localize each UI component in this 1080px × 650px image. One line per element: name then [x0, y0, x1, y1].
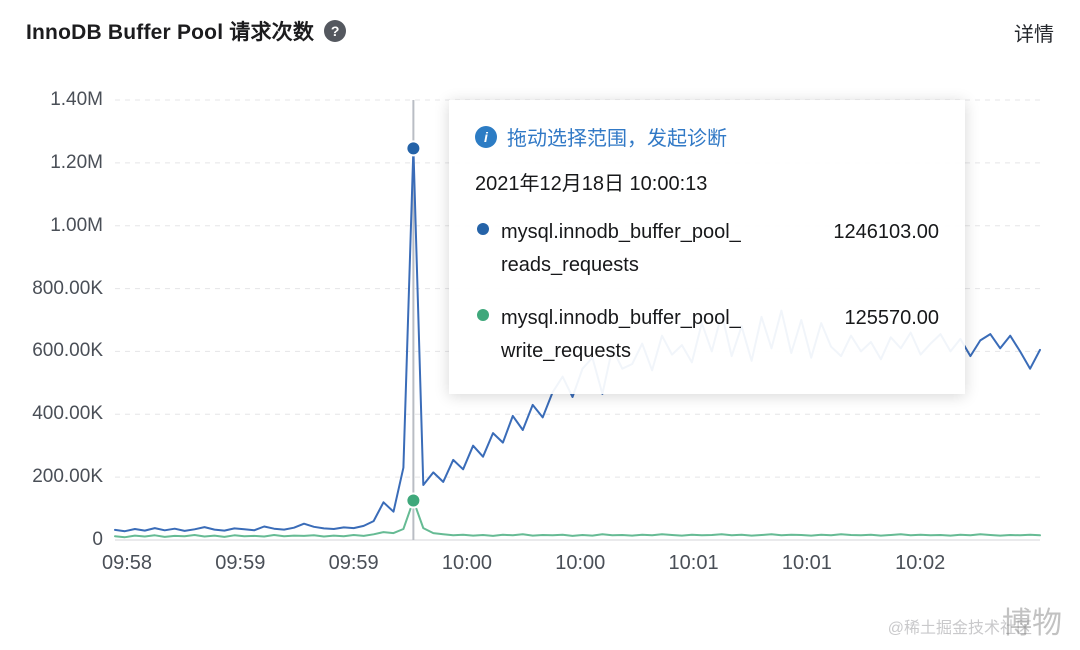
- y-tick-label: 0: [92, 529, 103, 550]
- page-title: InnoDB Buffer Pool 请求次数: [26, 21, 315, 44]
- tooltip-series-name-line2: reads_requests: [501, 254, 639, 276]
- x-tick-label: 10:01: [668, 552, 719, 574]
- info-icon: i: [475, 125, 497, 148]
- watermark-text: @稀土掘金技术社区: [887, 620, 1032, 637]
- y-tick-label: 200.00K: [32, 466, 103, 488]
- y-tick-label: 800.00K: [32, 277, 103, 299]
- x-tick-label: 10:00: [555, 552, 606, 574]
- x-tick-label: 10:02: [895, 552, 946, 574]
- watermark-overlay-text: 博物: [1002, 607, 1062, 640]
- tooltip-series-value: 1246103.00: [833, 221, 939, 243]
- tooltip-series-name: mysql.innodb_buffer_pool_: [501, 307, 741, 329]
- x-axis: 09:58 09:59 09:59 10:00 10:00 10:01 10:01 10:02: [102, 552, 1040, 582]
- tooltip-hint: i 拖动选择范围，发起诊断: [475, 122, 939, 151]
- tooltip-series-value: 125570.00: [844, 307, 939, 329]
- tooltip-series-dot: [477, 309, 489, 321]
- x-tick-label: 09:59: [215, 552, 266, 574]
- watermark: @稀土掘金技术社区 博物: [888, 598, 1062, 642]
- y-axis: 0 200.00K 400.00K 600.00K 800.00K 1.00M 1.20M 1…: [0, 89, 103, 550]
- y-tick-label: 600.00K: [32, 340, 103, 362]
- y-tick-label: 1.20M: [50, 151, 103, 173]
- y-tick-label: 400.00K: [32, 403, 103, 425]
- x-tick-label: 10:00: [441, 552, 492, 574]
- tooltip-series-name-line2: write_requests: [501, 340, 632, 362]
- x-tick-label: 09:58: [101, 552, 153, 574]
- x-tick-label: 09:59: [328, 552, 379, 574]
- chart-tooltip: i 拖动选择范围，发起诊断 2021年12月18日 10:00:13 mysql…: [449, 100, 965, 394]
- tooltip-series-row: mysql.innodb_buffer_pool_ 125570.00 writ…: [475, 302, 939, 368]
- chart-header: InnoDB Buffer Pool 请求次数 ?: [26, 16, 347, 46]
- y-tick-label: 1.40M: [50, 89, 103, 110]
- tooltip-timestamp: 2021年12月18日 10:00:13: [475, 173, 708, 195]
- x-tick-label: 10:01: [781, 552, 832, 574]
- help-icon[interactable]: ?: [324, 20, 347, 42]
- tooltip-series-row: mysql.innodb_buffer_pool_ 1246103.00 rea…: [475, 216, 939, 282]
- tooltip-series-dot: [477, 223, 489, 235]
- details-link[interactable]: 详情: [1014, 24, 1054, 46]
- tooltip-series-name: mysql.innodb_buffer_pool_: [501, 221, 741, 243]
- tooltip-hint-text: 拖动选择范围，发起诊断: [507, 128, 727, 150]
- y-tick-label: 1.00M: [50, 214, 103, 236]
